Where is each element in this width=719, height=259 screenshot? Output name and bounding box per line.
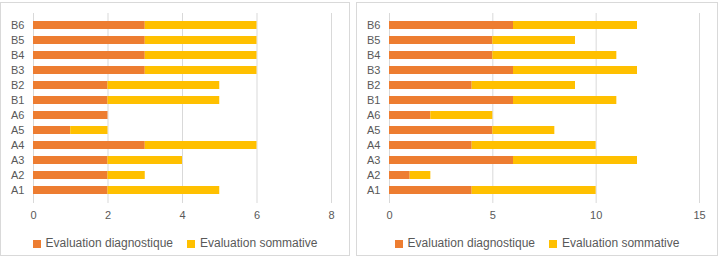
html-text:Evaluation sommative: Evaluation sommative (562, 236, 680, 250)
svg-text:6: 6 (254, 209, 260, 221)
html-text:Evaluation diagnostique: Evaluation diagnostique (407, 236, 535, 250)
svg-text:A2: A2 (367, 169, 380, 181)
svg-text:B5: B5 (367, 34, 380, 46)
html-text:Evaluation diagnostique: Evaluation diagnostique (45, 236, 173, 250)
svg-text:15: 15 (693, 209, 705, 221)
svg-text:A5: A5 (367, 124, 380, 136)
svg-text:A3: A3 (11, 154, 24, 166)
svg-text:5: 5 (490, 209, 496, 221)
svg-text:4: 4 (179, 209, 185, 221)
svg-text:B1: B1 (367, 94, 380, 106)
svg-text:B3: B3 (11, 64, 24, 76)
svg-text:0: 0 (30, 209, 36, 221)
svg-text:B1: B1 (11, 94, 24, 106)
svg-text:B6: B6 (367, 19, 380, 31)
svg-text:A2: A2 (11, 169, 24, 181)
svg-text:0: 0 (386, 209, 392, 221)
svg-text:B5: B5 (11, 34, 24, 46)
svg-text:A6: A6 (11, 109, 24, 121)
svg-text:A3: A3 (367, 154, 380, 166)
svg-text:10: 10 (590, 209, 602, 221)
svg-text:8: 8 (328, 209, 334, 221)
svg-text:A4: A4 (11, 139, 24, 151)
svg-text:2: 2 (105, 209, 111, 221)
svg-text:B2: B2 (11, 79, 24, 91)
svg-text:A5: A5 (11, 124, 24, 136)
svg-text:A4: A4 (367, 139, 380, 151)
svg-text:B2: B2 (367, 79, 380, 91)
svg-text:A1: A1 (367, 184, 380, 196)
svg-text:A1: A1 (11, 184, 24, 196)
svg-text:B3: B3 (367, 64, 380, 76)
svg-text:B6: B6 (11, 19, 24, 31)
svg-text:B4: B4 (367, 49, 380, 61)
svg-text:B4: B4 (11, 49, 24, 61)
svg-text:A6: A6 (367, 109, 380, 121)
html-text:Evaluation sommative: Evaluation sommative (200, 236, 318, 250)
